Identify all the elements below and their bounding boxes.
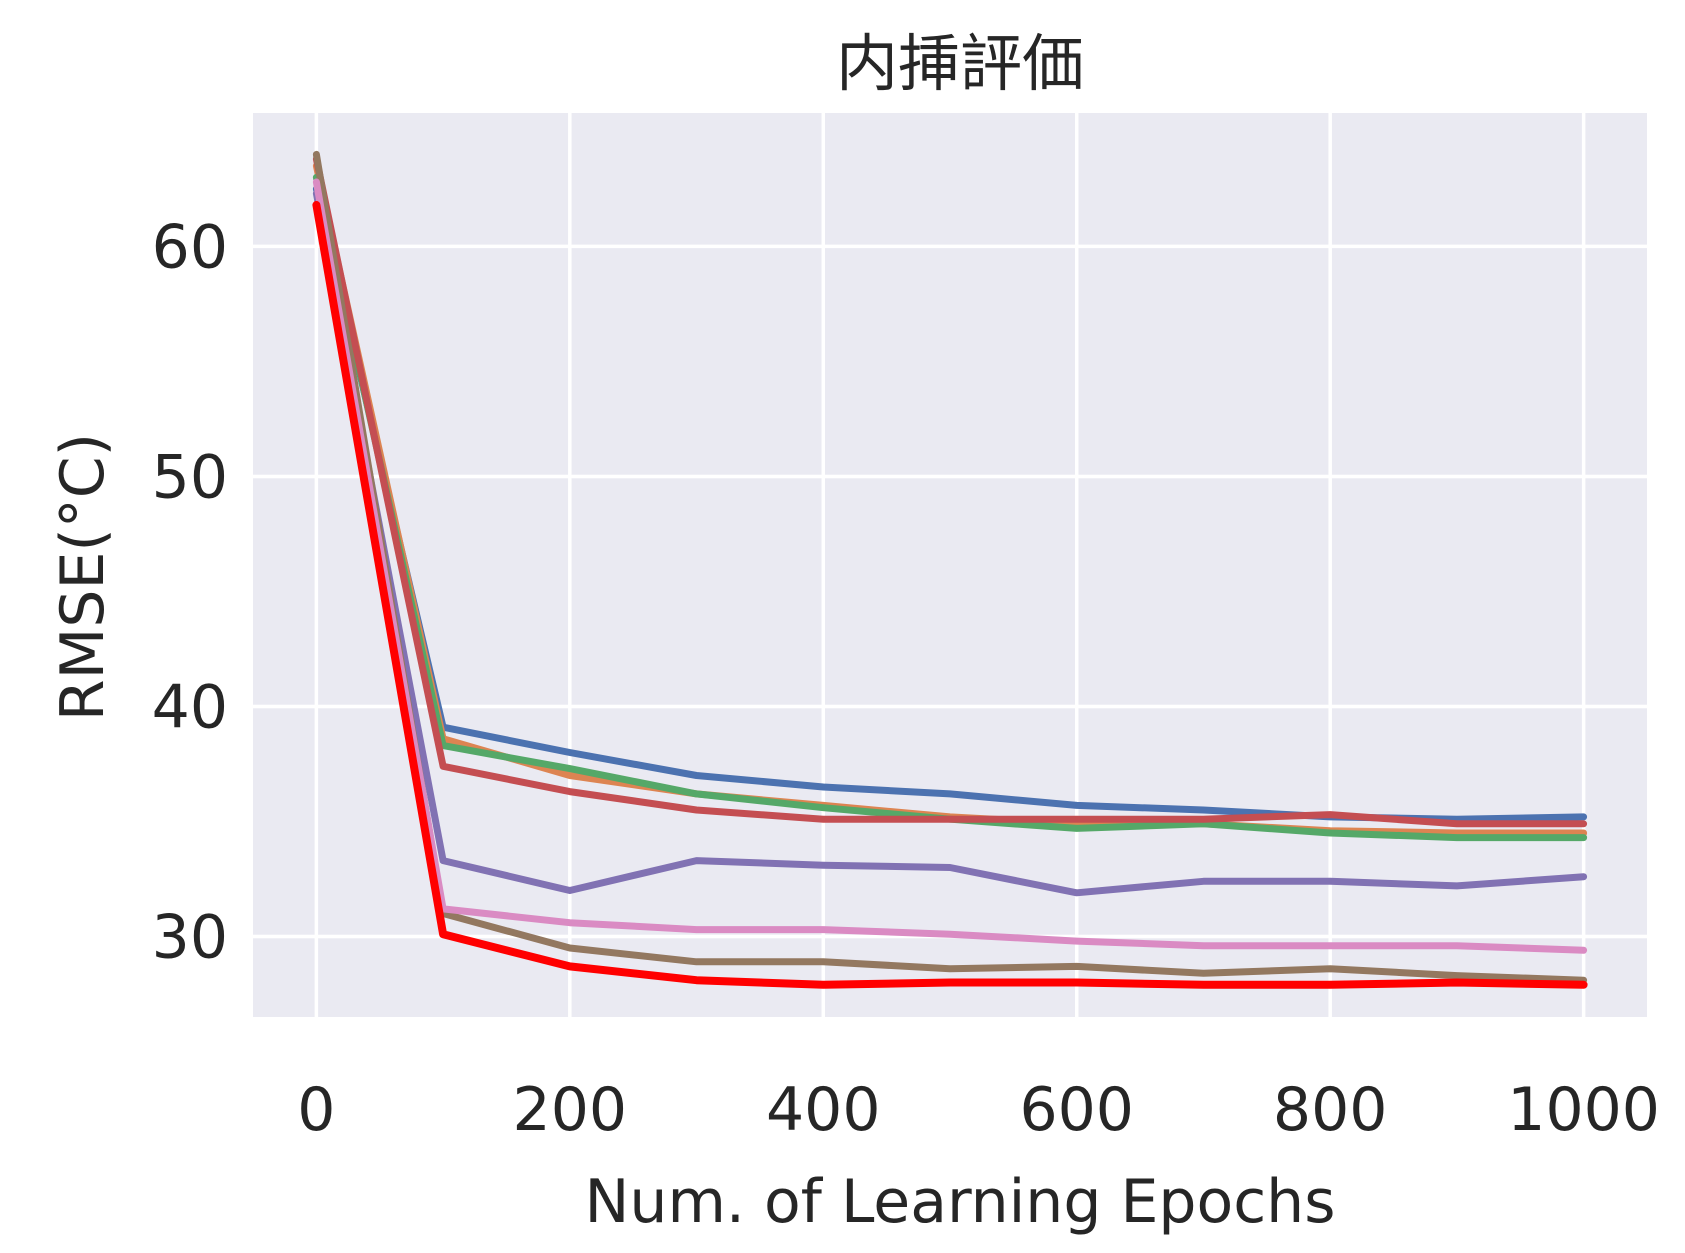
y-axis-label: RMSE(°C)	[48, 433, 118, 721]
chart-title: 内挿評価	[836, 27, 1084, 100]
x-tick-label: 800	[1273, 1075, 1388, 1145]
x-tick-label: 0	[297, 1075, 335, 1145]
series-line-7	[312, 178, 1588, 954]
x-tick-label: 200	[513, 1075, 628, 1145]
series-line-5	[312, 190, 1588, 897]
y-tick-label: 50	[152, 442, 228, 512]
series-line-8	[312, 201, 1588, 989]
y-tick-label: 40	[152, 672, 228, 742]
x-tick-labels: 0 200 400 600 800 1000	[297, 1075, 1660, 1145]
x-axis-label: Num. of Learning Epochs	[585, 1167, 1336, 1237]
y-tick-label: 60	[152, 212, 228, 282]
x-tick-label: 1000	[1507, 1075, 1660, 1145]
series-line-6	[312, 150, 1588, 984]
series-lines	[312, 150, 1588, 989]
gridlines	[253, 113, 1647, 1017]
series-line-4	[312, 155, 1588, 828]
x-tick-label: 600	[1019, 1075, 1134, 1145]
x-tick-label: 400	[766, 1075, 881, 1145]
plot-background	[253, 113, 1647, 1017]
y-tick-label: 30	[152, 902, 228, 972]
y-tick-labels: 30 40 50 60	[152, 212, 228, 972]
